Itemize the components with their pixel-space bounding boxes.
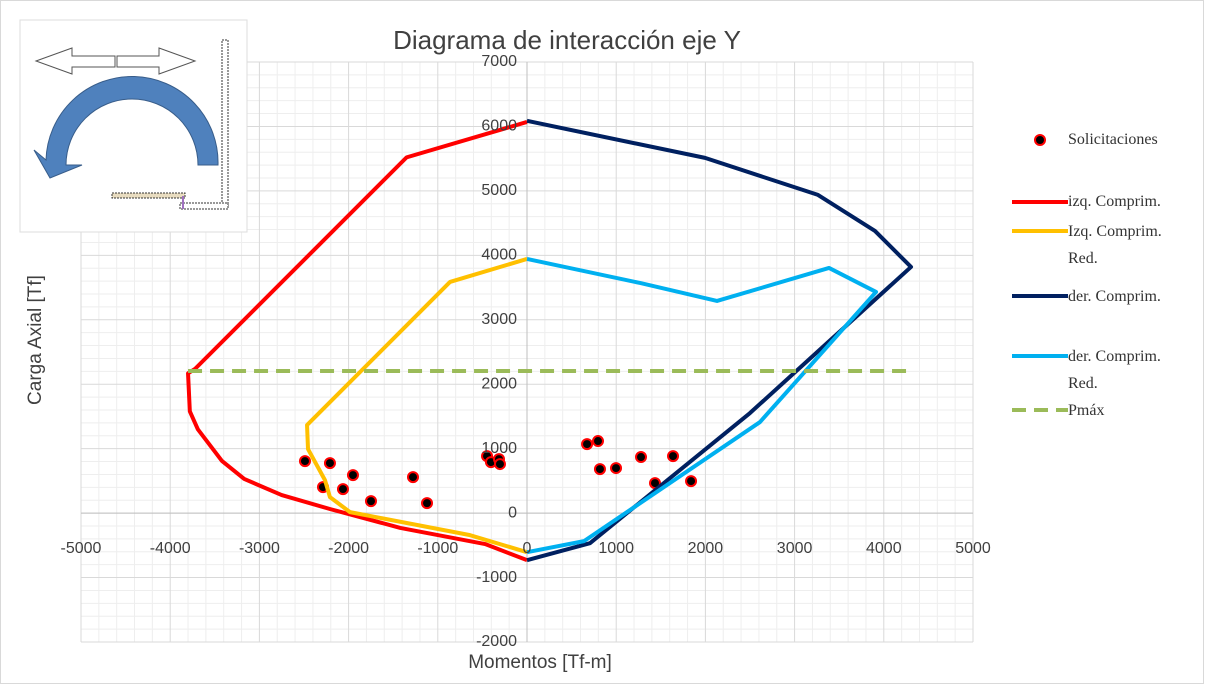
legend-label: der. Comprim. Red. xyxy=(1068,348,1161,392)
wall-vertical xyxy=(221,39,229,209)
arrow-right xyxy=(116,47,197,75)
series-line xyxy=(526,256,879,555)
y-tick-label: 1000 xyxy=(481,440,517,457)
y-tick-label: 3000 xyxy=(481,311,517,328)
x-axis-title: Momentos [Tf-m] xyxy=(468,652,612,673)
data-point xyxy=(610,462,623,475)
data-point xyxy=(407,471,420,484)
data-point xyxy=(298,455,311,468)
legend-label: Pmáx xyxy=(1068,402,1105,419)
data-point xyxy=(634,451,647,464)
inset-figure xyxy=(19,19,248,233)
data-point xyxy=(323,457,336,470)
data-point xyxy=(667,450,680,463)
y-tick-label: -2000 xyxy=(476,633,517,650)
legend-label: Izq. Comprim. Red. xyxy=(1068,223,1162,267)
legend-label: Solicitaciones xyxy=(1068,131,1158,148)
x-tick-label: -3000 xyxy=(239,540,280,557)
x-tick-label: 0 xyxy=(523,540,532,557)
x-tick-label: -4000 xyxy=(150,540,191,557)
arrow-left xyxy=(34,47,116,75)
y-tick-label: 5000 xyxy=(481,182,517,199)
x-tick-label: -2000 xyxy=(328,540,369,557)
data-point xyxy=(592,435,605,448)
x-tick-label: 5000 xyxy=(955,540,991,557)
y-tick-label: 6000 xyxy=(481,118,517,135)
y-axis-title: Carga Axial [Tf] xyxy=(25,275,46,405)
data-point xyxy=(685,475,698,488)
data-point xyxy=(364,495,377,508)
y-tick-label: 0 xyxy=(508,504,517,521)
series-line xyxy=(305,257,528,555)
legend-label: izq. Comprim. xyxy=(1068,193,1161,210)
x-tick-label: 4000 xyxy=(866,540,902,557)
x-tick-label: 2000 xyxy=(688,540,724,557)
x-tick-label: 1000 xyxy=(598,540,634,557)
x-tick-label: -5000 xyxy=(61,540,102,557)
wall-base xyxy=(179,202,229,210)
chart-title: Diagrama de interacción eje Y xyxy=(393,25,741,55)
series-line xyxy=(186,120,528,563)
plot xyxy=(186,118,914,563)
legend-label: der. Comprim. xyxy=(1068,288,1161,305)
y-tick-label: 2000 xyxy=(481,375,517,392)
legend-marker xyxy=(1034,134,1046,146)
data-point xyxy=(493,458,506,471)
x-tick-label: 3000 xyxy=(777,540,813,557)
y-tick-label: 7000 xyxy=(481,53,517,70)
data-point xyxy=(336,483,349,496)
y-tick-label: -1000 xyxy=(476,569,517,586)
moment-arrow xyxy=(33,75,219,179)
data-point xyxy=(346,469,359,482)
data-point xyxy=(593,463,606,476)
y-tick-label: 4000 xyxy=(481,247,517,264)
x-tick-label: -1000 xyxy=(417,540,458,557)
wall-horizontal xyxy=(111,192,186,199)
data-point xyxy=(581,438,594,451)
data-point xyxy=(421,497,434,510)
